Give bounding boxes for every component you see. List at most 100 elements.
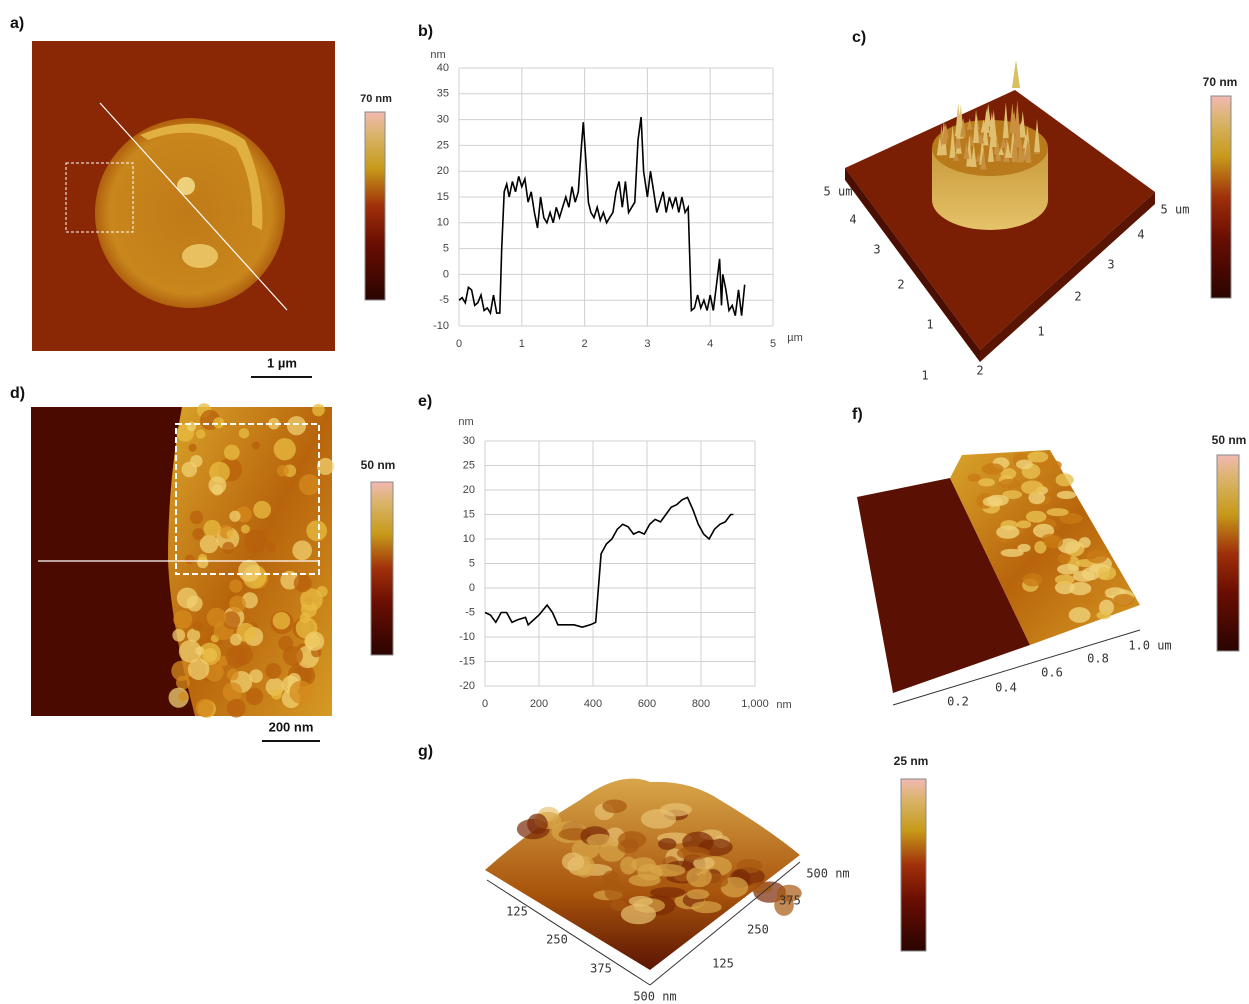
texture-blob: [253, 500, 272, 519]
spike: [960, 117, 967, 137]
texture-blob: [176, 587, 198, 609]
y-tick-label: 40: [437, 62, 449, 74]
texture-blob: [998, 478, 1021, 489]
axis-3d-label: 1.0 um: [1128, 639, 1171, 653]
spike: [978, 132, 985, 144]
axis-3d-label: 3: [873, 243, 880, 257]
texture-blob: [1078, 537, 1091, 548]
texture-blob: [188, 443, 197, 452]
texture-blob: [222, 541, 235, 554]
texture-blob: [189, 510, 204, 525]
texture-blob: [1046, 508, 1069, 517]
zoom-box: [65, 162, 134, 233]
texture-blob: [586, 833, 613, 848]
texture-blob: [628, 874, 661, 887]
scale-bar-label: 200 nm: [269, 719, 314, 734]
texture-blob: [222, 682, 243, 702]
texture-blob: [286, 416, 307, 436]
texture-blob: [650, 887, 686, 898]
texture-blob: [171, 660, 192, 681]
y-axis-label: nm: [458, 416, 473, 428]
texture-blob: [1034, 541, 1047, 554]
x-axis-label: nm: [776, 699, 791, 711]
texture-blob: [316, 585, 328, 598]
texture-blob: [676, 846, 710, 861]
texture-blob: [292, 540, 313, 561]
texture-blob: [195, 698, 214, 718]
texture-blob: [628, 895, 653, 907]
spike: [1019, 111, 1026, 138]
texture-blob: [774, 894, 794, 916]
y-tick-label: -10: [459, 631, 475, 643]
x-tick-label: 3: [644, 338, 650, 350]
x-tick-label: 600: [638, 698, 656, 710]
x-tick-label: 2: [582, 338, 588, 350]
texture-blob: [240, 524, 250, 534]
texture-blob: [265, 663, 282, 679]
texture-blob: [181, 461, 198, 478]
y-tick-label: -10: [433, 320, 449, 332]
spike: [990, 113, 997, 148]
bright-spot: [182, 244, 218, 268]
spike: [941, 125, 948, 145]
axis-3d-label: 3: [1107, 258, 1114, 272]
texture-blob: [226, 668, 239, 681]
texture-blob: [602, 799, 627, 814]
texture-blob: [1025, 510, 1047, 523]
bright-spot: [177, 177, 195, 195]
surface-3d-f: [857, 478, 1030, 693]
texture-blob: [217, 655, 229, 667]
y-tick-label: 35: [437, 88, 449, 100]
texture-blob: [561, 852, 585, 871]
texture-blob: [981, 463, 1004, 475]
panel-label: f): [852, 406, 863, 423]
y-tick-label: 5: [443, 243, 449, 255]
x-tick-label: 0: [482, 698, 488, 710]
axis-3d-label: 4: [849, 213, 856, 227]
y-tick-label: 25: [463, 459, 475, 471]
texture-blob: [748, 882, 773, 894]
texture-blob: [265, 542, 277, 553]
y-tick-label: 30: [463, 435, 475, 447]
texture-blob: [996, 525, 1020, 539]
colorbar: [900, 778, 927, 952]
spike: [987, 134, 994, 162]
profile-line: [484, 496, 734, 629]
texture-blob: [273, 438, 296, 461]
axis-3d-label: 375: [779, 894, 801, 908]
axis-3d: [892, 629, 1141, 706]
texture-blob: [1000, 548, 1024, 557]
texture-blob: [226, 698, 246, 718]
x-tick-label: 800: [692, 698, 710, 710]
texture-blob: [282, 645, 303, 667]
spike: [1024, 138, 1031, 158]
texture-blob: [617, 839, 640, 854]
spike: [1034, 118, 1041, 152]
texture-blob: [1027, 451, 1049, 463]
texture-blob: [1086, 550, 1108, 564]
spike: [1004, 140, 1011, 158]
y-tick-label: 15: [463, 508, 475, 520]
axis-3d: [486, 879, 651, 986]
panel-label: c): [852, 29, 866, 46]
x-tick-label: 4: [707, 338, 713, 350]
texture-blob: [686, 866, 712, 888]
texture-blob: [1069, 581, 1092, 596]
axis-3d-label: 2: [897, 278, 904, 292]
scale-bar-label: 1 µm: [267, 355, 297, 370]
texture-blob: [649, 863, 686, 877]
spike: [1011, 140, 1018, 163]
texture-blob: [1097, 566, 1110, 579]
colorbar-label: 70 nm: [1203, 75, 1238, 89]
texture-blob: [178, 691, 188, 702]
surface-edge: [845, 168, 980, 362]
colorbar-label: 50 nm: [1212, 433, 1247, 447]
spike: [952, 153, 959, 161]
texture-blob: [1057, 563, 1079, 575]
y-tick-label: 10: [437, 217, 449, 229]
texture-blob: [268, 417, 280, 430]
axis-3d-label: 0.2: [947, 695, 969, 709]
texture-blob: [527, 813, 548, 835]
axis-3d-label: 0.8: [1087, 652, 1109, 666]
spike: [936, 135, 943, 156]
